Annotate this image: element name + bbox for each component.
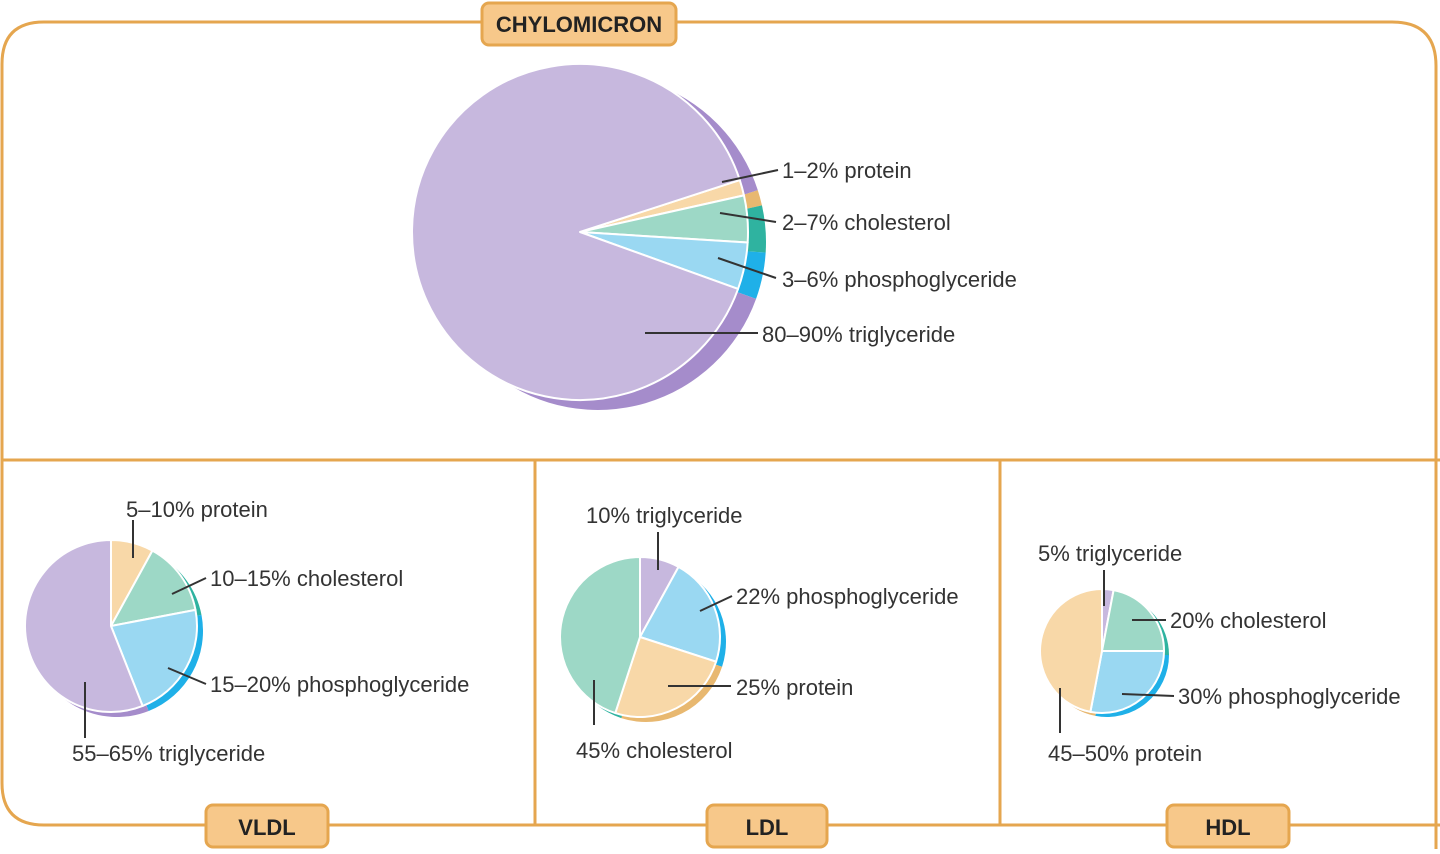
ldl-protein-slice — [614, 636, 718, 718]
hdl-cholesterol-label: 20% cholesterol — [1170, 608, 1327, 633]
vldl-phosphoglyceride-leader — [167, 667, 207, 685]
hdl-triglyceride-label: 5% triglyceride — [1038, 541, 1182, 566]
vldl-triglyceride-label: 55–65% triglyceride — [72, 741, 265, 766]
outer-border — [0, 20, 1440, 849]
hdl-protein-slice — [1039, 588, 1103, 713]
ldl-protein-label: 25% protein — [736, 675, 853, 700]
hdl-phosphoglyceride-label: 30% phosphoglyceride — [1178, 684, 1401, 709]
vldl-phosphoglyceride-label: 15–20% phosphoglyceride — [210, 672, 469, 697]
hdl-protein-label: 45–50% protein — [1048, 741, 1202, 766]
ldl-cholesterol-label: 45% cholesterol — [576, 738, 733, 763]
panel-frame — [0, 20, 1440, 849]
chylomicron-labels: 1–2% protein 2–7% cholesterol 3–6% phosp… — [762, 158, 1017, 347]
ldl-tag-box — [705, 803, 829, 849]
hdl-phosphoglyceride-leader — [1121, 693, 1175, 697]
hdl-title-tag: HDL — [1165, 803, 1291, 849]
ldl-phosphoglyceride-slice — [639, 565, 721, 663]
vldl-phosphoglyceride-slice — [110, 608, 198, 707]
vldl-cholesterol-leader — [171, 577, 207, 595]
ldl-title: LDL — [746, 815, 789, 840]
chylomicron-cholesterol-label: 2–7% cholesterol — [782, 210, 951, 235]
hdl-title: HDL — [1205, 815, 1250, 840]
hdl-pie-chart — [1039, 588, 1169, 717]
vldl-labels: 5–10% protein 10–15% cholesterol 15–20% … — [72, 497, 469, 766]
chylomicron-pie-chart — [411, 63, 767, 411]
vldl-cholesterol-label: 10–15% cholesterol — [210, 566, 403, 591]
vldl-pie-chart — [24, 539, 204, 717]
chylomicron-title-tag: CHYLOMICRON — [480, 1, 678, 47]
leader-lines — [84, 169, 1175, 738]
ldl-phosphoglyceride-leader — [699, 595, 733, 612]
ldl-cholesterol-slice — [559, 556, 641, 715]
hdl-phosphoglyceride-slice — [1089, 650, 1165, 714]
chylomicron-phosphoglyceride-leader — [717, 257, 777, 279]
hdl-labels: 5% triglyceride 20% cholesterol 30% phos… — [1038, 541, 1401, 766]
ldl-title-tag: LDL — [705, 803, 829, 849]
chylomicron-triglyceride-slice — [411, 63, 741, 401]
vldl-protein-label: 5–10% protein — [126, 497, 268, 522]
chylomicron-protein-leader — [721, 169, 779, 183]
vldl-title: VLDL — [238, 815, 295, 840]
hdl-tag-box — [1165, 803, 1291, 849]
ldl-triglyceride-label: 10% triglyceride — [586, 503, 743, 528]
ldl-pie-chart — [559, 556, 726, 722]
vldl-cholesterol-slice — [110, 549, 197, 627]
chylomicron-tag-box — [480, 1, 678, 47]
chylomicron-phosphoglyceride-label: 3–6% phosphoglyceride — [782, 267, 1017, 292]
chylomicron-cholesterol-leader — [719, 212, 777, 223]
ldl-phosphoglyceride-label: 22% phosphoglyceride — [736, 584, 959, 609]
chylomicron-protein-label: 1–2% protein — [782, 158, 912, 183]
chylomicron-triglyceride-label: 80–90% triglyceride — [762, 322, 955, 347]
vldl-title-tag: VLDL — [204, 803, 330, 849]
chylomicron-title: CHYLOMICRON — [496, 12, 662, 37]
vldl-triglyceride-slice — [24, 539, 144, 713]
vldl-tag-box — [204, 803, 330, 849]
ldl-labels: 10% triglyceride 22% phosphoglyceride 25… — [576, 503, 959, 763]
